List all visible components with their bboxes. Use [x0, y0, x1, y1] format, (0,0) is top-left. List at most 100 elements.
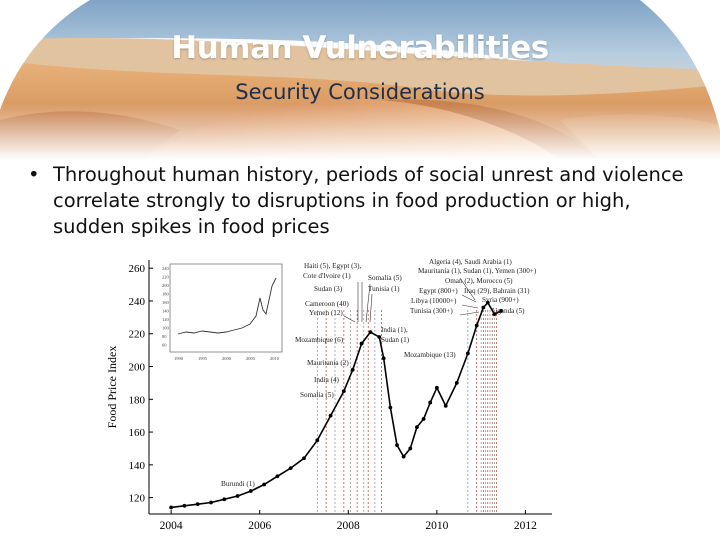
data-point	[275, 474, 280, 479]
inset-ytick: 140	[162, 309, 170, 314]
annotation-label: Somalia (5)	[300, 391, 334, 399]
annotation-label: Sudan (3)	[314, 285, 343, 293]
leader-line	[365, 283, 371, 323]
annotation-label: Iraq (29), Bahrain (31)	[464, 287, 530, 295]
leader-line	[459, 311, 480, 316]
annotation-label: Cote d'Ivoire (1)	[303, 272, 351, 280]
data-point	[359, 341, 364, 346]
inset-frame	[169, 263, 283, 353]
inset-ytick: 60	[162, 343, 167, 348]
annotation-label: Syria (900+)	[482, 296, 519, 304]
slide-subtitle: Security Considerations	[235, 80, 485, 104]
annotation-label: Mozambique (6)	[295, 336, 344, 344]
data-point	[169, 505, 174, 510]
data-point	[401, 454, 406, 459]
bullet-text: Throughout human history, periods of soc…	[53, 163, 684, 238]
leader-line	[461, 294, 477, 303]
x-tick-label: 2010	[425, 520, 448, 532]
data-point	[443, 403, 448, 408]
data-point	[415, 425, 419, 430]
data-point	[341, 389, 346, 393]
series-points	[169, 300, 503, 510]
annotation-label: Tunisia (1)	[368, 285, 400, 293]
annotation-label: Tunisia (300+)	[410, 307, 453, 315]
data-point	[315, 438, 320, 443]
bullet-list: • Throughout human history, periods of s…	[28, 162, 698, 240]
y-tick-label: 140	[129, 460, 146, 472]
data-point	[235, 494, 240, 498]
data-point	[454, 381, 459, 385]
y-tick-label: 120	[129, 493, 146, 505]
leader-line	[369, 293, 373, 323]
annotation-label: Somalia (5)	[368, 274, 402, 282]
data-point	[381, 356, 386, 361]
annotation-label: India (1),	[381, 326, 408, 334]
food-price-chart: 120 140 160 180 200 220 240 260 2004 2006 2008 201…	[105, 258, 552, 532]
leader-line	[343, 315, 356, 323]
annotation-label: Mauritania (2)	[307, 359, 349, 367]
inset-xtick: 2005	[246, 356, 256, 361]
x-tick-label: 2006	[248, 520, 271, 532]
y-ticks: 120 140 160 180 200 220 240 260	[129, 263, 153, 505]
data-point	[474, 323, 479, 328]
y-tick-label: 240	[129, 296, 146, 308]
inset-ytick: 120	[162, 317, 170, 322]
annotation-label: Algeria (4), Saudi Arabia (1)	[429, 258, 512, 266]
annotation-label: Yemen (12)	[309, 309, 343, 317]
inset-line	[177, 277, 277, 335]
data-point	[465, 351, 470, 356]
annotation-label: India (4)	[314, 376, 340, 384]
inset-xtick: 2000	[222, 356, 232, 361]
data-point	[499, 308, 503, 313]
inset-ytick: 200	[162, 283, 170, 288]
inset-xtick: 1990	[174, 356, 184, 361]
data-point	[328, 413, 333, 418]
data-point	[408, 446, 413, 451]
y-tick-label: 160	[129, 427, 146, 439]
data-point	[395, 443, 399, 448]
data-point	[428, 400, 433, 405]
y-tick-label: 220	[129, 329, 146, 341]
annotation-label: Cameroon (40)	[305, 300, 349, 308]
desert-banner: Human Vulnerabilities Security Considera…	[0, 0, 720, 160]
inset-ytick: 240	[162, 266, 170, 271]
annotation-label: Mozambique (13)	[404, 351, 456, 359]
x-ticks: 2004 2006 2008 2010 2012	[160, 510, 537, 532]
annotation-label: Oman (2), Morocco (5)	[445, 277, 513, 285]
event-annotations: Haiti (5), Egypt (3), Cote d'Ivoire (1) …	[221, 258, 537, 488]
annotation-label: Libya (10000+)	[411, 297, 457, 305]
data-point	[195, 502, 200, 507]
data-point	[222, 497, 227, 502]
inset-ytick: 160	[162, 300, 170, 305]
inset-ytick: 100	[162, 326, 170, 331]
data-point	[248, 489, 253, 493]
data-point	[421, 417, 426, 421]
inset-ytick: 220	[162, 275, 170, 280]
annotation-leaders	[343, 277, 480, 323]
bullet-dot-icon: •	[28, 163, 40, 186]
data-point	[262, 482, 267, 487]
y-tick-label: 260	[129, 263, 146, 275]
inset-ytick: 80	[162, 334, 167, 339]
data-point	[302, 456, 306, 461]
leader-line	[459, 277, 476, 301]
inset-xtick: 2010	[270, 356, 280, 361]
inset-xtick: 1995	[198, 356, 208, 361]
x-tick-label: 2004	[160, 520, 183, 532]
bullet-item: • Throughout human history, periods of s…	[28, 162, 698, 240]
desert-banner-image	[0, 0, 720, 160]
annotation-label: Burundi (1)	[221, 480, 255, 488]
annotation-label: Uganda (5)	[492, 307, 525, 315]
data-point	[350, 367, 355, 372]
inset-ticks: 1990 1995 2000 2005 2010 240 220 200 180…	[162, 266, 280, 361]
data-point	[209, 500, 213, 505]
x-tick-label: 2012	[514, 520, 537, 532]
annotation-label: Mauritania (1), Sudan (1), Yemen (300+)	[418, 267, 537, 275]
data-point	[182, 503, 187, 508]
data-point	[481, 305, 486, 310]
inset-chart: 1990 1995 2000 2005 2010 240 220 200 180…	[162, 263, 283, 361]
data-point	[485, 300, 490, 305]
y-tick-label: 180	[129, 394, 146, 406]
data-point	[434, 385, 439, 390]
y-axis-label: Food Price Index	[105, 346, 119, 429]
